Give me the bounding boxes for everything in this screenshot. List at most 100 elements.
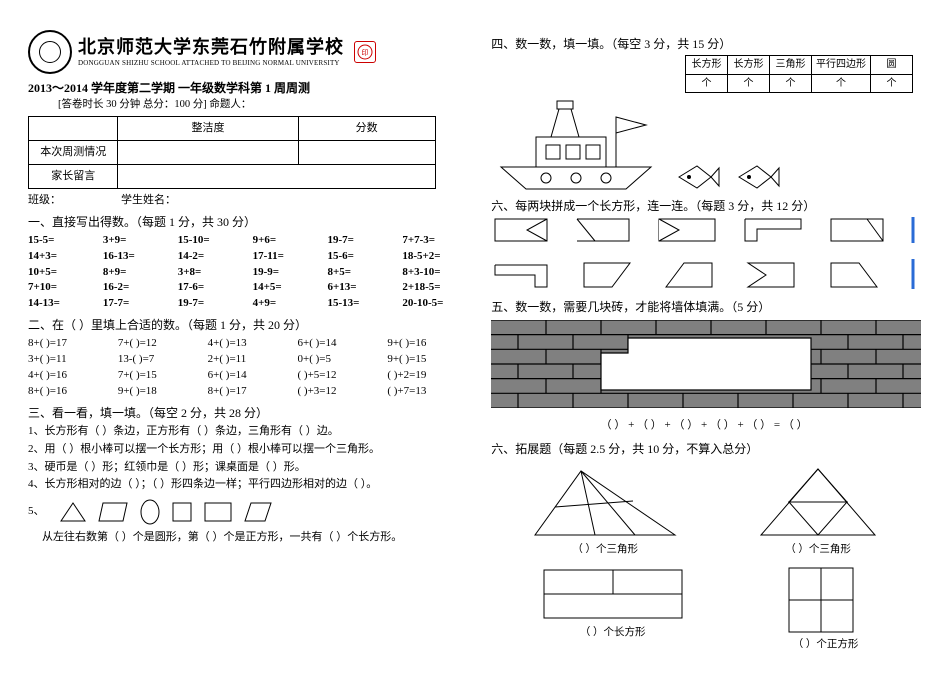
arith-cell: 2+18-5= <box>402 280 471 295</box>
section-wall-title: 五、数一数，需要几块砖，才能将墙体填满。（5 分） <box>491 299 917 315</box>
count-cell: 个 <box>770 74 812 93</box>
ext-rect: （ ）个长方形 <box>538 564 688 652</box>
arith-cell: 17-7= <box>103 296 172 311</box>
arith-cell: 14+5= <box>253 280 322 295</box>
section-6-title: 六、拓展题（每题 2.5 分，共 10 分，不算入总分） <box>491 441 917 457</box>
q3-5-shapes <box>59 499 273 525</box>
arith-cell: 3+9= <box>103 233 172 248</box>
fill-cell: 9+( )=18 <box>118 384 202 399</box>
exam-subtitle: [答卷时长 30 分钟 总分：100 分] 命题人： <box>28 98 471 112</box>
arith-cell: 17-6= <box>178 280 247 295</box>
arith-cell: 7+7-3= <box>402 233 471 248</box>
count-header: 平行四边形 <box>812 56 871 75</box>
arithmetic-grid: 15-5= 3+9= 15-10= 9+6= 19-7= 7+7-3= 14+3= 16-13… <box>28 233 471 311</box>
q3-5-prefix: 5、 <box>28 504 45 519</box>
fill-cell: 6+( )=14 <box>208 368 292 383</box>
score-table: 整洁度 分数 本次周测情况 家长留言 <box>28 116 436 189</box>
arith-cell: 17-11= <box>253 249 322 264</box>
fill-cell: ( )+5=12 <box>298 368 382 383</box>
fill-cell: 3+( )=11 <box>28 352 112 367</box>
arith-cell: 19-7= <box>327 233 396 248</box>
fill-cell: ( )+3=12 <box>298 384 382 399</box>
seal-icon: 印 <box>354 41 376 63</box>
arith-cell: 14-2= <box>178 249 247 264</box>
fill-cell: 4+( )=16 <box>28 368 112 383</box>
arith-cell: 8+3-10= <box>402 265 471 280</box>
row-result: 本次周测情况 <box>29 141 118 165</box>
class-label: 班级： <box>28 193 61 208</box>
count-cell: 个 <box>871 74 913 93</box>
fill-blank-grid: 8+( )=177+( )=124+( )=136+( )=149+( )=16… <box>28 336 471 398</box>
count-header: 长方形 <box>686 56 728 75</box>
brick-wall <box>491 320 917 413</box>
match-top-row <box>491 217 917 243</box>
arith-cell: 15-5= <box>28 233 97 248</box>
arith-cell: 14-13= <box>28 296 97 311</box>
count-header: 三角形 <box>770 56 812 75</box>
boat-figure <box>491 97 917 192</box>
fill-cell: 2+( )=11 <box>208 352 292 367</box>
arith-cell: 4+9= <box>253 296 322 311</box>
arith-cell: 10+5= <box>28 265 97 280</box>
count-cell: 个 <box>728 74 770 93</box>
arith-cell: 14+3= <box>28 249 97 264</box>
svg-text:印: 印 <box>362 49 369 57</box>
fill-cell: 7+( )=15 <box>118 368 202 383</box>
section-1-title: 一、直接写出得数。（每题 1 分，共 30 分） <box>28 214 471 230</box>
arith-cell: 9+6= <box>253 233 322 248</box>
arith-cell: 18-5+2= <box>402 249 471 264</box>
fill-cell: 0+( )=5 <box>298 352 382 367</box>
match-bottom-row <box>491 259 917 289</box>
school-name-en: DONGGUAN SHIZHU SCHOOL ATTACHED TO BEIJI… <box>78 59 344 68</box>
q3-1: 1、长方形有（ ）条边，正方形有（ ）条边，三角形有（ ）边。 <box>28 424 471 439</box>
ext-triangle-1: （ ）个三角形 <box>525 463 685 557</box>
count-cell: 个 <box>812 74 871 93</box>
arith-cell: 15-6= <box>327 249 396 264</box>
wall-equation: （ ） + （ ） + （ ） + （ ） + （ ） = （ ） <box>491 418 917 433</box>
arith-cell: 19-7= <box>178 296 247 311</box>
q3-4: 4、长方形相对的边（ ）；（ ）形四条边一样；平行四边形相对的边（ ）。 <box>28 477 471 492</box>
count-cell: 个 <box>686 74 728 93</box>
q3-5-text: 从左往右数第（ ）个是圆形，第（ ）个是正方形，一共有（ ）个长方形。 <box>42 530 471 545</box>
arith-cell: 15-13= <box>327 296 396 311</box>
ext-square: （ ）个正方形 <box>781 564 871 652</box>
section-match-title: 六、每两块拼成一个长方形，连一连。（每题 3 分，共 12 分） <box>491 198 917 214</box>
fill-cell: 9+( )=15 <box>387 352 471 367</box>
fill-cell: 8+( )=17 <box>28 336 112 351</box>
fill-cell: ( )+2=19 <box>387 368 471 383</box>
arith-cell: 7+10= <box>28 280 97 295</box>
fill-cell: 6+( )=14 <box>298 336 382 351</box>
arith-cell: 3+8= <box>178 265 247 280</box>
arith-cell: 19-9= <box>253 265 322 280</box>
row-parent: 家长留言 <box>29 165 118 189</box>
arith-cell: 6+13= <box>327 280 396 295</box>
student-name-label: 学生姓名： <box>121 193 176 208</box>
fish-icon <box>735 162 781 192</box>
exam-title: 2013～2014 学年度第二学期 一年级数学科第 1 周周测 <box>28 80 471 96</box>
fill-cell: 8+( )=16 <box>28 384 112 399</box>
arith-cell: 8+5= <box>327 265 396 280</box>
q3-2: 2、用（ ）根小棒可以摆一个长方形；用（ ）根小棒可以摆一个三角形。 <box>28 442 471 457</box>
section-3-title: 三、看一看，填一填。（每空 2 分，共 28 分） <box>28 405 471 421</box>
arith-cell: 8+9= <box>103 265 172 280</box>
school-header: 北京师范大学东莞石竹附属学校 DONGGUAN SHIZHU SCHOOL AT… <box>28 30 471 74</box>
section-4-title: 四、数一数，填一填。（每空 3 分，共 15 分） <box>491 36 917 52</box>
arith-cell: 15-10= <box>178 233 247 248</box>
fill-cell: 7+( )=12 <box>118 336 202 351</box>
col-neatness: 整洁度 <box>118 117 298 141</box>
school-emblem <box>28 30 72 74</box>
fill-cell: 8+( )=17 <box>208 384 292 399</box>
shape-count-table: 长方形长方形三角形平行四边形圆 个个个个个 <box>685 55 913 93</box>
arith-cell: 16-2= <box>103 280 172 295</box>
fill-cell: 9+( )=16 <box>387 336 471 351</box>
arith-cell: 20-10-5= <box>402 296 471 311</box>
ext-triangle-2: （ ）个三角形 <box>753 463 883 557</box>
count-header: 圆 <box>871 56 913 75</box>
arith-cell: 16-13= <box>103 249 172 264</box>
fill-cell: 13-( )=7 <box>118 352 202 367</box>
fish-icon <box>675 162 721 192</box>
fill-cell: ( )+7=13 <box>387 384 471 399</box>
school-name-cn: 北京师范大学东莞石竹附属学校 <box>78 35 344 59</box>
col-score: 分数 <box>298 117 435 141</box>
q3-3: 3、硬币是（ ）形；红领巾是（ ）形；课桌面是（ ）形。 <box>28 460 471 475</box>
